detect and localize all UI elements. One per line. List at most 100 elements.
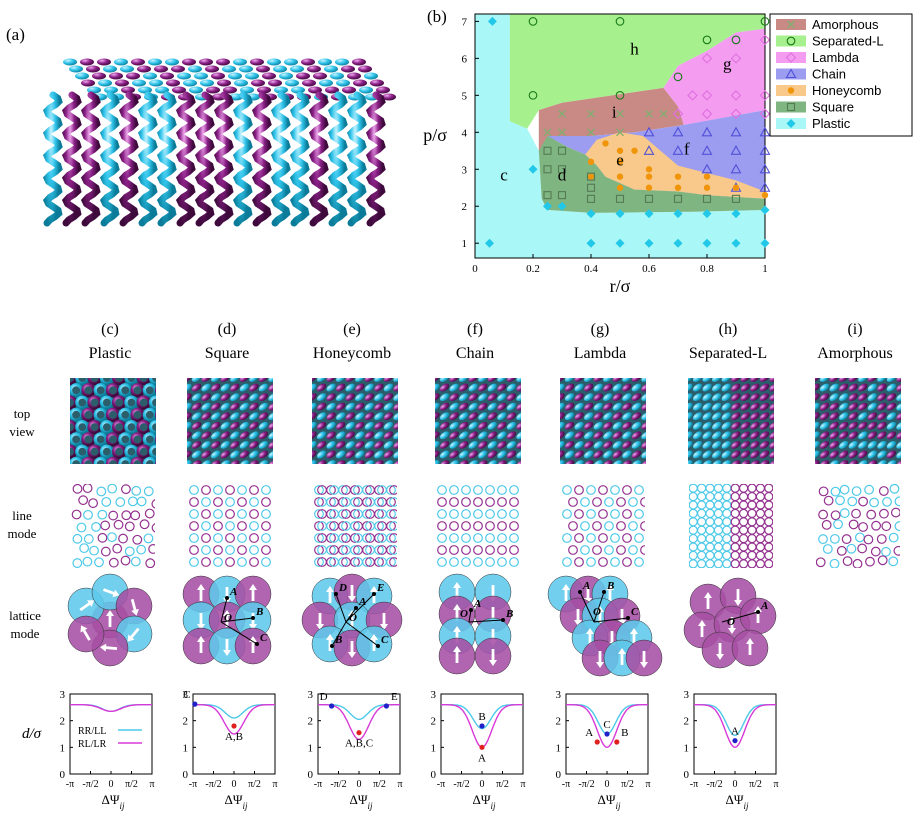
phase-point-amorphous [587, 109, 595, 118]
helix-top-end [228, 72, 242, 80]
phase-point-plastic [731, 238, 741, 248]
phase-point-honeycomb [616, 184, 624, 191]
y-tick-label: 1 [684, 742, 690, 754]
phase-point-chain [701, 126, 713, 137]
helix-top-end [166, 79, 180, 87]
phase-point-chain [759, 145, 771, 155]
lattice-mode-diagram: AO B [438, 573, 513, 675]
y-tick-label: 3 [431, 689, 437, 701]
phase-point-chain [701, 163, 713, 174]
region-label: h [630, 40, 639, 59]
lattice-point-label: C [381, 634, 389, 646]
phase-point-lambda [730, 108, 742, 120]
phase-region-honeycomb [585, 132, 765, 199]
x-tick-label: 0.2 [526, 263, 540, 275]
phase-point-chain [701, 145, 713, 155]
lattice-point-label: B [505, 608, 513, 620]
helix-top-end [330, 72, 344, 80]
helix-top-end [273, 65, 287, 73]
column-titles: (c) Plastic (d) Square (e) Honeycomb (f) Chain (… [89, 321, 893, 362]
phase-point-plastic [644, 238, 654, 248]
phase-point-plastic [644, 209, 654, 219]
phase-point-square [586, 183, 596, 192]
helix-top-end [267, 58, 281, 66]
row-label-top-view-1: top [14, 406, 31, 421]
lattice-mode-diagram: A B C O [182, 575, 272, 665]
x-tick-label: π [520, 779, 525, 790]
legend-label: Separated-L [812, 34, 884, 49]
helix-top-end [115, 79, 129, 87]
phase-point-amorphous [587, 128, 595, 137]
y-tick-label: 2 [60, 716, 66, 728]
phase-point-chain [672, 126, 684, 137]
top-view-image [815, 378, 901, 464]
phase-point-square [557, 191, 567, 200]
curve-series [566, 704, 648, 749]
x-tick-label: -π/2 [82, 779, 98, 790]
lattice-mode-diagram: OA [683, 577, 777, 669]
legend-swatch [776, 101, 806, 113]
phase-point-square [673, 194, 683, 203]
top-view-image [187, 378, 273, 464]
x-tick-label: 1 [762, 263, 768, 275]
phase-point-square [702, 194, 712, 203]
line-mode-image [437, 485, 519, 567]
helix-top-end [194, 72, 208, 80]
phase-point-honeycomb [703, 184, 711, 191]
distance-plots-row: 0 1 2 3 -π -π/2 0 π/2 π ΔΨij d/σ RR/LL RL/LR 0 1 2 3 -π -π… [22, 689, 779, 811]
top-view-row [70, 378, 901, 464]
helix-top-end [284, 58, 298, 66]
legend-marker [787, 20, 795, 29]
phase-point-separated-l [731, 35, 741, 45]
helix-top-end [251, 79, 265, 87]
x-axis-label: ΔΨij [598, 792, 621, 811]
phase-point-square [543, 191, 552, 200]
region-label: g [723, 54, 732, 73]
helix-top-end [296, 72, 310, 80]
phase-point-lambda [672, 108, 684, 120]
helix-top-end [376, 86, 390, 94]
x-tick-label: -π/2 [330, 779, 346, 790]
helix-top-end [189, 86, 203, 94]
phase-point-chain [759, 126, 771, 137]
helix-strand [80, 91, 101, 227]
helix-top-end [336, 79, 350, 87]
curve-point [479, 723, 485, 729]
helix-top-end [370, 79, 384, 87]
column-letter: (e) [343, 321, 361, 338]
y-tick-label: 6 [462, 53, 468, 65]
phase-point-plastic [702, 209, 712, 219]
lattice-point-label: B [334, 634, 342, 646]
helix-strand [61, 91, 82, 227]
y-tick-label: 0 [556, 769, 562, 781]
helix-top-end [302, 79, 316, 87]
phase-point-chain [759, 182, 771, 192]
x-tick-label: -π/2 [578, 779, 594, 790]
column-letter: (d) [218, 321, 237, 338]
helix-top-end [325, 86, 339, 94]
helix-strand [270, 91, 291, 227]
region-label: f [684, 139, 690, 158]
y-tick-label: 0 [431, 769, 437, 781]
column-letter: (h) [719, 321, 738, 338]
x-axis-label: ΔΨij [726, 792, 749, 811]
phase-point-honeycomb [732, 184, 740, 191]
phase-point-honeycomb [616, 147, 624, 154]
phase-point-lambda [701, 90, 713, 101]
helix-top-end [256, 65, 270, 73]
lattice-point-label: B [606, 580, 614, 592]
y-tick-label: 0 [684, 769, 690, 781]
helix-strand [156, 91, 177, 227]
curve-point [479, 744, 485, 750]
helix-top-end [318, 58, 332, 66]
curve-point-label: C [183, 689, 190, 701]
x-tick-label: -π [189, 779, 197, 790]
curve-point-label: A [731, 726, 739, 738]
lattice-point-label: C [631, 606, 639, 618]
x-tick-label: -π [690, 779, 698, 790]
helix-strand [289, 91, 310, 227]
curve-series [193, 704, 275, 719]
x-tick-label: 0 [357, 779, 362, 790]
phase-point-separated-l [615, 17, 625, 26]
helix-top-end [324, 65, 338, 73]
